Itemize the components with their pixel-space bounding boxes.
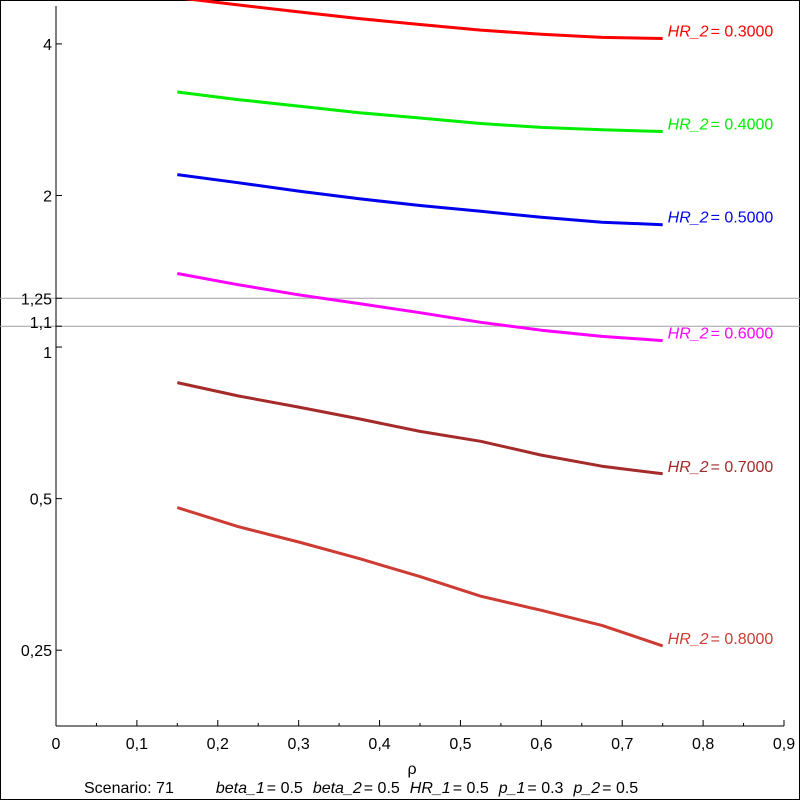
- footer-text: Scenario: 71 beta_1 = 0.5 beta_2 = 0.5 HR_1 = …: [84, 780, 638, 797]
- series-line: [176, 506, 664, 648]
- x-tick-label: 0,6: [530, 736, 552, 753]
- series-line: [176, 381, 663, 476]
- param-name: beta_2: [313, 780, 362, 797]
- y-tick-label: 1,1: [30, 315, 52, 332]
- x-tick-label: 0,8: [692, 736, 714, 753]
- series-label-var: HR_2: [668, 23, 709, 40]
- y-ticks: 4 2 1,25 1,1 1 0,5 0,25: [21, 37, 62, 660]
- scenario-label: Scenario: 71: [84, 780, 174, 797]
- x-tick-label: 0,4: [368, 736, 390, 753]
- reference-lines: [0, 297, 800, 327]
- series-lines: [176, 0, 664, 648]
- param-name: HR_1: [410, 780, 451, 797]
- series-label: HR_2 = 0.7000: [668, 459, 774, 476]
- x-tick-label: 0,7: [611, 736, 633, 753]
- series-line: [177, 173, 663, 227]
- series-line: [183, 0, 663, 40]
- series-label: HR_2 = 0.4000: [668, 116, 774, 133]
- series-label: HR_2 = 0.5000: [668, 210, 774, 227]
- series-label-var: HR_2: [668, 210, 709, 227]
- series-label-var: HR_2: [668, 631, 709, 648]
- series-label: HR_2 = 0.6000: [668, 326, 774, 343]
- series-label-value: = 0.8000: [711, 631, 774, 648]
- x-tick-label: 0,3: [288, 736, 310, 753]
- y-tick-label: 1,25: [21, 291, 52, 308]
- y-tick-label: 0,25: [21, 643, 52, 660]
- x-ticks: 0 0,1 0,2 0,3 0,4 0,5 0,6 0,7 0,8 0,9: [52, 720, 795, 753]
- x-axis-label: ρ: [407, 761, 416, 778]
- y-tick-label: 4: [43, 37, 52, 54]
- x-tick-label: 0,1: [126, 736, 148, 753]
- series-label-value: = 0.6000: [711, 326, 774, 343]
- param-value: = 0.5: [364, 780, 400, 797]
- param-value: = 0.5: [267, 780, 303, 797]
- series-label-value: = 0.7000: [711, 459, 774, 476]
- x-tick-label: 0,5: [449, 736, 471, 753]
- y-tick-label: 2: [43, 188, 52, 205]
- param-name: p_1: [498, 780, 526, 797]
- series-label-var: HR_2: [668, 116, 709, 133]
- series-line: [177, 272, 663, 343]
- x-tick-label: 0: [52, 736, 61, 753]
- series-label-var: HR_2: [668, 326, 709, 343]
- param-name: p_2: [572, 780, 600, 797]
- x-tick-label: 0,9: [773, 736, 795, 753]
- param-name: beta_1: [216, 780, 265, 797]
- series-line: [177, 90, 663, 133]
- y-tick-label: 1: [43, 345, 52, 362]
- param-value: = 0.5: [453, 780, 489, 797]
- axes: [55, 6, 784, 727]
- series-label-value: = 0.5000: [711, 210, 774, 227]
- series-label: HR_2 = 0.3000: [668, 23, 774, 40]
- x-tick-label: 0,2: [207, 736, 229, 753]
- series-label: HR_2 = 0.8000: [668, 631, 774, 648]
- series-label-value: = 0.3000: [711, 23, 774, 40]
- series-label-value: = 0.4000: [711, 116, 774, 133]
- param-value: = 0.5: [602, 780, 638, 797]
- param-value: = 0.3: [527, 780, 563, 797]
- y-tick-label: 0,5: [30, 492, 52, 509]
- footer-parameters: Scenario: 71 beta_1 = 0.5 beta_2 = 0.5 HR_1 = …: [84, 780, 638, 797]
- series-label-var: HR_2: [668, 459, 709, 476]
